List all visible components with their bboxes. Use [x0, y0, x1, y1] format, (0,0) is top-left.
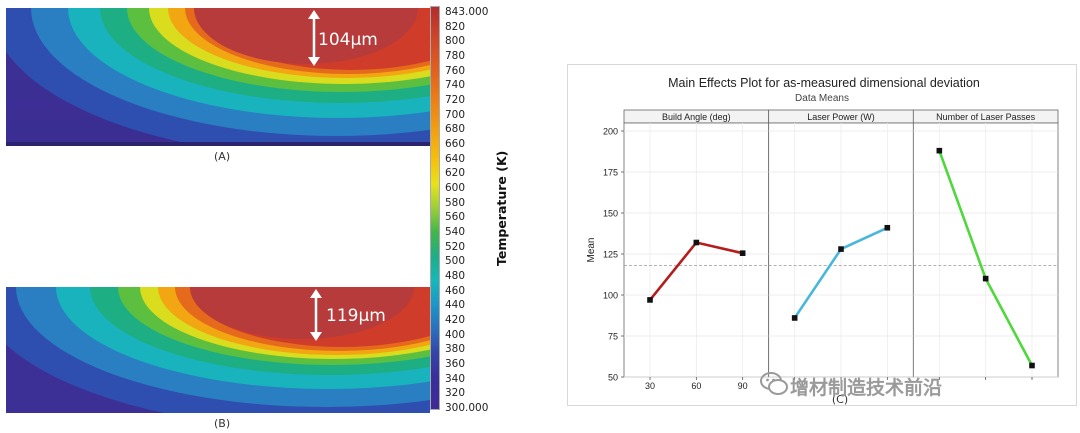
colorbar-tick-label: 843.000 [445, 6, 489, 18]
colorbar-tick-label: 460 [445, 284, 466, 297]
data-point [884, 224, 891, 231]
colorbar-tick-label: 420 [445, 314, 466, 326]
main-effects-chart: Main Effects Plot for as-measured dimens… [586, 76, 1059, 406]
colorbar-tick-label: 640 [445, 152, 466, 165]
colorbar-tick-label: 440 [445, 299, 466, 312]
x-tick-label: 30 [645, 381, 655, 391]
colorbar-tick-label: 520 [445, 240, 466, 253]
colorbar-tick-label: 720 [445, 94, 466, 106]
panel-header-label: Build Angle (deg) [662, 112, 731, 122]
y-tick-label: 200 [603, 127, 618, 137]
caption-a: (A) [214, 150, 231, 163]
watermark-text: 增材制造技术前沿 [790, 377, 943, 399]
depth-label-b: 119µm [326, 306, 386, 326]
colorbar-tick-label: 360 [445, 358, 466, 370]
y-tick-label: 150 [603, 209, 618, 219]
colorbar-tick-label: 800 [445, 35, 466, 48]
colorbar-tick-label: 600 [445, 182, 466, 194]
colorbar-tick-label: 380 [445, 343, 466, 356]
y-tick-label: 175 [603, 168, 618, 178]
temperature-colorbar [430, 6, 440, 410]
melt-pool-b [6, 287, 430, 413]
data-point [982, 275, 989, 282]
colorbar-tick-label: 700 [445, 108, 466, 121]
colorbar-tick-label: 680 [445, 123, 466, 136]
data-point [647, 297, 653, 303]
caption-c: (C) [832, 393, 848, 405]
panel-header-label: Laser Power (W) [807, 112, 875, 122]
data-point [693, 239, 700, 246]
chart-subtitle: Data Means [795, 93, 849, 104]
colorbar-tick-label: 340 [445, 372, 466, 385]
caption-b: (B) [214, 417, 231, 430]
panel-header-label: Number of Laser Passes [936, 112, 1036, 122]
y-tick-label: 50 [608, 373, 618, 383]
colorbar-tick-label: 760 [445, 64, 466, 77]
y-tick-label: 125 [603, 250, 618, 260]
melt-pool-a [6, 8, 430, 146]
x-tick-label: 60 [691, 381, 701, 391]
melt-pool-simulation: 104µm (A) 119µm (B) [0, 0, 500, 433]
colorbar-title: Temperature (K) [494, 150, 509, 266]
x-tick-label: 90 [738, 381, 748, 391]
data-point [838, 246, 844, 252]
colorbar-tick-label: 660 [445, 138, 466, 150]
data-point [1029, 362, 1035, 369]
data-point [739, 250, 746, 256]
data-point [936, 147, 943, 154]
main-effects-chart-frame: Main Effects Plot for as-measured dimens… [567, 64, 1077, 406]
y-tick-label: 100 [603, 291, 618, 301]
colorbar-tick-label: 320 [445, 387, 466, 400]
colorbar-tick-label: 540 [445, 226, 466, 238]
colorbar-tick-label: 400 [445, 328, 466, 341]
depth-label-a: 104µm [318, 30, 378, 50]
colorbar-tick-label: 500 [445, 255, 466, 268]
colorbar-tick-label: 580 [445, 196, 466, 209]
y-axis-label: Mean [586, 237, 597, 262]
chart-title: Main Effects Plot for as-measured dimens… [668, 76, 980, 90]
colorbar-tick-label: 780 [445, 50, 466, 62]
colorbar-tick-label: 620 [445, 167, 466, 180]
colorbar-tick-label: 480 [445, 270, 466, 282]
y-tick-label: 75 [608, 332, 618, 342]
wechat-icon [760, 372, 788, 395]
colorbar-tick-label: 300.000 [445, 402, 489, 414]
colorbar-tick-label: 820 [445, 20, 466, 33]
data-point [791, 315, 798, 321]
colorbar-tick-label: 740 [445, 79, 466, 92]
colorbar-tick-label: 560 [445, 211, 466, 224]
colorbar-ticks: 843.000 820 800 780 760 740 720 700 680 660 640 620… [441, 0, 501, 433]
